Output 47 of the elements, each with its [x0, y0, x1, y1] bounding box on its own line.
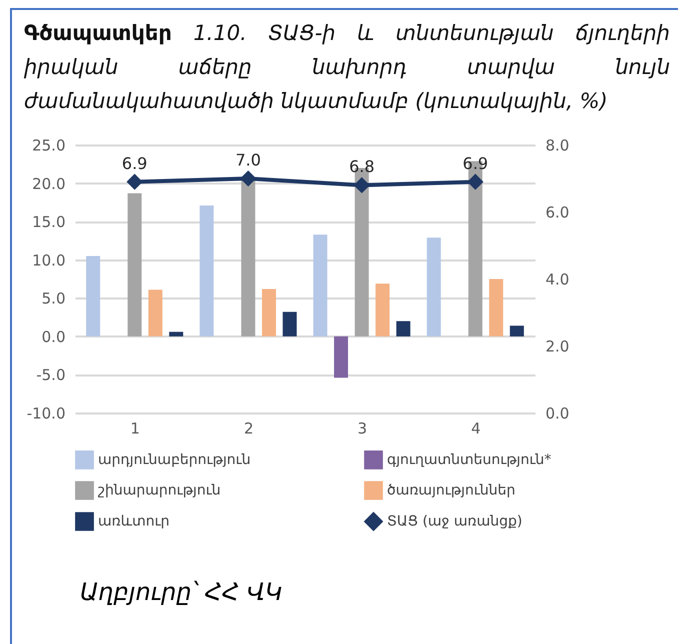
y-tick-label: 0.0 — [42, 328, 66, 346]
y2-tick-label: 8.0 — [546, 136, 570, 154]
bar — [313, 234, 328, 336]
bar — [86, 256, 100, 336]
y-tick-label: 25.0 — [32, 136, 66, 154]
bar — [148, 290, 162, 336]
point — [240, 170, 256, 187]
y2-tick-label: 6.0 — [546, 204, 570, 222]
y-tick-label: -10.0 — [26, 404, 66, 422]
legend-label: ՏԱՑ (աջ առանցք) — [387, 514, 522, 530]
y-tick-label: 20.0 — [32, 174, 66, 193]
bar — [169, 332, 184, 336]
bar — [282, 312, 297, 336]
x-tick-label: 4 — [471, 420, 481, 438]
legend-label: ծառայություններ — [387, 482, 516, 498]
legend-label: շինարարություն — [98, 482, 221, 498]
y-tick-label: 10.0 — [32, 251, 66, 270]
y2-tick-label: 4.0 — [546, 270, 570, 288]
point — [467, 174, 484, 190]
bar — [396, 321, 410, 336]
bar — [426, 238, 441, 336]
bar — [489, 279, 504, 336]
y-tick-label: -5.0 — [36, 366, 66, 384]
legend-label: արդյունաբերություն — [98, 452, 251, 468]
x-tick-label: 2 — [244, 420, 254, 438]
data-label: 6.9 — [122, 154, 148, 173]
bar — [200, 205, 214, 336]
bar — [128, 193, 142, 336]
bar — [376, 284, 390, 336]
data-label: 6.9 — [462, 154, 488, 173]
x-tick-label: 3 — [358, 420, 368, 438]
x-tick-label: 1 — [130, 420, 140, 438]
y-tick-label: 5.0 — [42, 290, 66, 308]
text: Աղբյուրը՝ ՀՀ ՎԿ — [80, 578, 283, 606]
y2-tick-label: 0.0 — [546, 404, 570, 422]
bar — [334, 336, 348, 378]
legend-label: առևտուր — [98, 514, 170, 530]
legend-label: գյուղատնտեսություն* — [387, 452, 552, 468]
chart-title: Գծապատկեր 1.10. ՏԱՑ-ի և տնտեսության ճյուղերի իրական աճերը նախորդ տարվա նույն ժամանակահատվածի նկատմամբ (կուտակային, %) — [24, 20, 670, 115]
data-label: 6.8 — [349, 157, 375, 176]
bar — [262, 288, 276, 336]
y-tick-label: 15.0 — [32, 213, 66, 232]
point — [126, 174, 143, 190]
point — [354, 177, 370, 194]
data-label: 7.0 — [235, 150, 261, 170]
y2-tick-label: 2.0 — [546, 338, 570, 356]
bar — [510, 326, 524, 336]
